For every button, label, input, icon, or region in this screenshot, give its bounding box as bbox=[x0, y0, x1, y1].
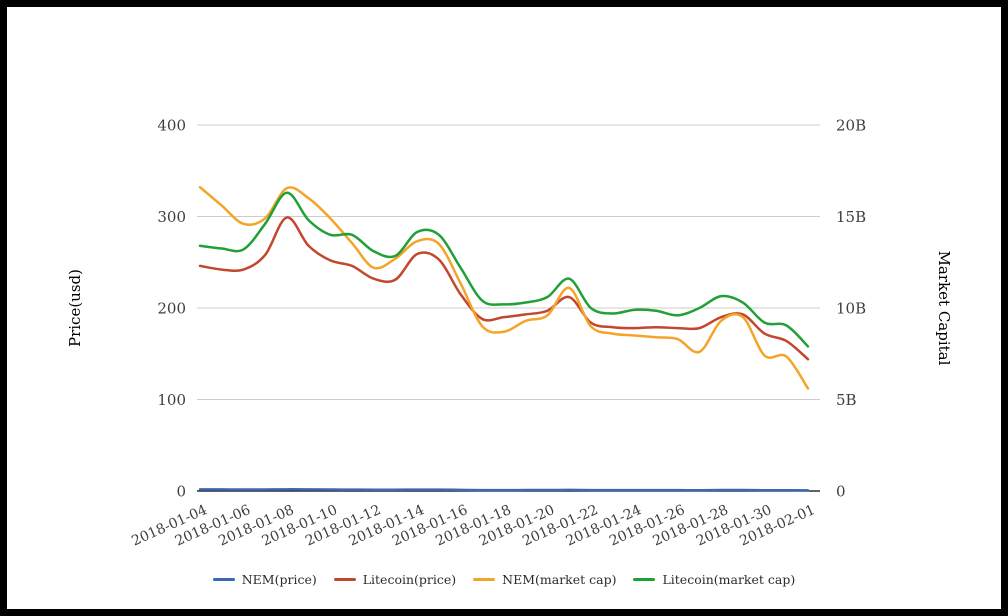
series-line-nem-price bbox=[198, 488, 810, 492]
legend-label: Litecoin(market cap) bbox=[662, 572, 796, 587]
legend-line-swatch bbox=[473, 578, 496, 581]
legend-item-nem-price[interactable]: NEM(price) bbox=[212, 572, 317, 587]
legend-item-litecoin-price[interactable]: Litecoin(price) bbox=[333, 572, 457, 587]
series-line-nem-market-cap bbox=[198, 185, 810, 390]
legend-label: NEM(price) bbox=[241, 572, 317, 587]
legend-label: NEM(market cap) bbox=[502, 572, 617, 587]
series-line-litecoin-price bbox=[198, 216, 810, 361]
right-axis-tick-label: 5B bbox=[836, 391, 857, 409]
left-axis-tick-labels: 0 100 200 300 400 bbox=[157, 117, 186, 501]
left-axis-tick-label: 200 bbox=[157, 300, 186, 318]
right-axis-tick-label: 10B bbox=[836, 300, 866, 318]
right-axis-tick-labels: 0 5B 10B 15B 20B bbox=[836, 117, 866, 501]
right-axis-title: Market Capital bbox=[935, 251, 953, 366]
gridlines bbox=[197, 124, 820, 492]
left-axis-tick-label: 400 bbox=[157, 117, 186, 135]
legend-label: Litecoin(price) bbox=[362, 572, 457, 587]
legend-item-litecoin-market-cap[interactable]: Litecoin(market cap) bbox=[633, 572, 795, 587]
legend-item-nem-market-cap[interactable]: NEM(market cap) bbox=[473, 572, 616, 587]
right-axis-tick-label: 0 bbox=[836, 483, 846, 501]
legend-line-swatch bbox=[333, 578, 356, 581]
left-axis-tick-label: 300 bbox=[157, 208, 186, 226]
left-axis-tick-label: 100 bbox=[157, 391, 186, 409]
left-axis-title: Price(usd) bbox=[66, 269, 84, 347]
series-lines bbox=[198, 185, 810, 492]
legend-line-swatch bbox=[633, 578, 656, 581]
chart-legend: NEM(price) Litecoin(price) NEM(market cap)… bbox=[7, 572, 1001, 587]
right-axis-tick-label: 15B bbox=[836, 208, 866, 226]
x-axis-tick-labels: 2018-01-042018-01-062018-01-082018-01-10… bbox=[129, 502, 817, 549]
right-axis-tick-label: 20B bbox=[836, 117, 866, 135]
series-line-litecoin-market-cap bbox=[198, 191, 810, 348]
legend-line-swatch bbox=[212, 578, 235, 581]
left-axis-tick-label: 0 bbox=[176, 483, 186, 501]
crypto-line-chart: 0 100 200 300 400 0 5B 10B 15B 20B 2018-01-04201… bbox=[66, 117, 953, 550]
